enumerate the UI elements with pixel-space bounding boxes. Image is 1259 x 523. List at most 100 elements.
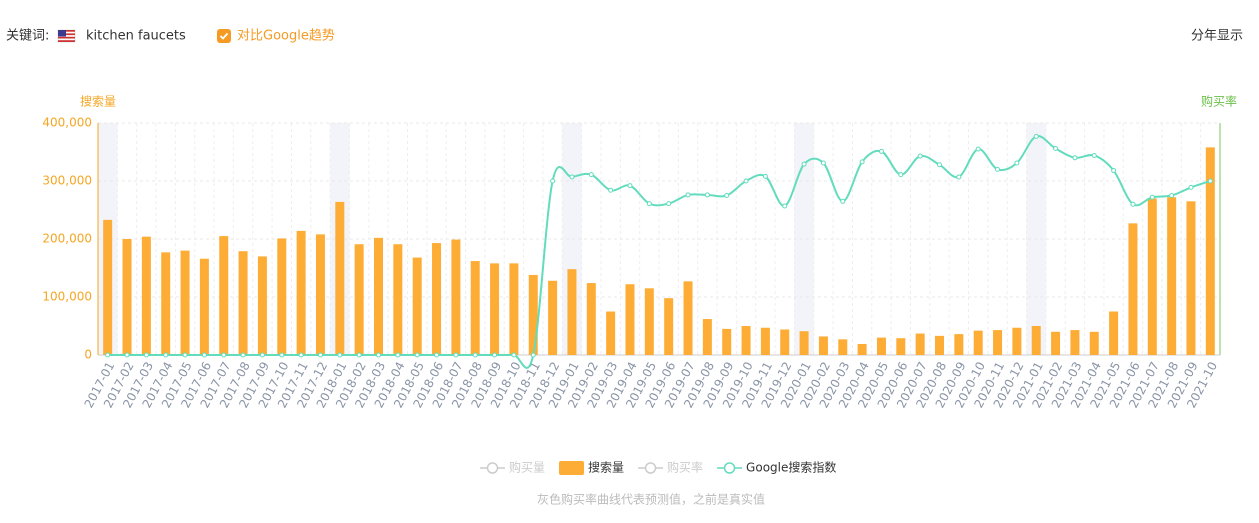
bar: [277, 238, 287, 355]
bar: [354, 244, 364, 355]
y-tick-label: 0: [84, 348, 92, 362]
bar: [180, 250, 190, 355]
line-point: [666, 201, 672, 207]
line-point: [453, 352, 459, 358]
line-point: [859, 159, 865, 165]
line-point: [472, 352, 478, 358]
bar: [1070, 330, 1080, 355]
line-point: [937, 162, 942, 168]
bar: [1089, 331, 1099, 355]
y-tick-label: 400,000: [42, 116, 92, 130]
bar: [219, 236, 229, 355]
bar: [103, 219, 113, 355]
bar: [857, 343, 867, 355]
line-point: [511, 352, 517, 358]
bar: [161, 252, 171, 355]
bar: [741, 326, 751, 355]
line-point: [762, 173, 768, 179]
line-point: [956, 174, 962, 180]
y-tick-label: 200,000: [42, 232, 92, 246]
line-point: [1033, 133, 1039, 139]
bar: [973, 330, 983, 355]
line-point: [685, 192, 691, 198]
line-point: [878, 148, 884, 154]
line-point: [588, 172, 594, 178]
yearly-toggle[interactable]: 分年显示: [1191, 29, 1243, 44]
legend-swatch: [559, 461, 585, 475]
legend-swatch: [723, 462, 736, 474]
bar: [1012, 327, 1022, 355]
line-point: [820, 160, 826, 166]
line-point: [414, 352, 420, 358]
bar: [876, 337, 886, 355]
bar: [393, 244, 403, 355]
bar: [1109, 311, 1119, 355]
footnote: 灰色购买率曲线代表预测值，之前是真实值: [537, 492, 765, 507]
bar: [799, 331, 809, 355]
bar: [238, 251, 248, 355]
line-point: [917, 153, 923, 159]
bar: [586, 283, 596, 355]
bar: [1031, 326, 1041, 355]
compare-label[interactable]: 对比Google趋势: [237, 28, 335, 44]
line-point: [298, 352, 304, 358]
line-point: [743, 178, 749, 184]
legend-label[interactable]: Google搜索指数: [746, 460, 836, 475]
legend-label[interactable]: 购买量: [509, 460, 545, 475]
bar: [838, 339, 848, 355]
line-point: [492, 352, 498, 358]
line-point: [995, 166, 1001, 172]
bar: [915, 333, 925, 355]
line-point: [1072, 155, 1078, 161]
line-point: [724, 193, 730, 198]
line-point: [1053, 146, 1059, 152]
line-point: [1188, 184, 1194, 190]
line-point: [221, 352, 227, 358]
line-point: [259, 352, 265, 358]
y-axis-title: 搜索量: [80, 94, 116, 109]
bar: [1205, 147, 1215, 355]
line-point: [124, 352, 130, 358]
line-point: [898, 172, 904, 178]
bar: [1147, 198, 1157, 355]
bar: [257, 256, 267, 355]
bar: [296, 230, 306, 355]
line-point: [782, 203, 788, 209]
period-band: [794, 123, 814, 355]
bar: [548, 280, 558, 355]
bar: [199, 258, 209, 355]
bar: [702, 319, 712, 355]
line-point: [240, 352, 246, 358]
line-point: [143, 352, 149, 358]
line-point: [182, 352, 188, 358]
line-point: [569, 174, 575, 180]
line-point: [530, 352, 536, 358]
bar: [1186, 201, 1196, 355]
bar: [644, 288, 654, 355]
line-point: [801, 161, 807, 167]
line-point: [608, 187, 614, 193]
bar: [1167, 197, 1177, 355]
legend-label[interactable]: 购买率: [667, 460, 703, 475]
bar: [141, 236, 151, 355]
bar: [528, 274, 538, 355]
line-point: [550, 178, 556, 184]
bar: [451, 239, 461, 355]
bar: [722, 328, 732, 355]
line-point: [201, 352, 207, 358]
bar: [683, 281, 693, 355]
y2-axis-title: 购买率: [1201, 94, 1237, 109]
bar: [490, 263, 500, 355]
bar: [625, 284, 635, 355]
legend-label[interactable]: 搜索量: [588, 460, 624, 475]
bar: [1128, 223, 1138, 355]
bar: [954, 334, 964, 355]
bar: [780, 329, 790, 355]
line-point: [1207, 178, 1213, 184]
bar: [567, 269, 577, 355]
compare-checkbox[interactable]: 对比Google趋势: [217, 28, 335, 44]
line-point: [317, 352, 323, 358]
bar: [335, 201, 345, 355]
line-point: [356, 352, 362, 358]
